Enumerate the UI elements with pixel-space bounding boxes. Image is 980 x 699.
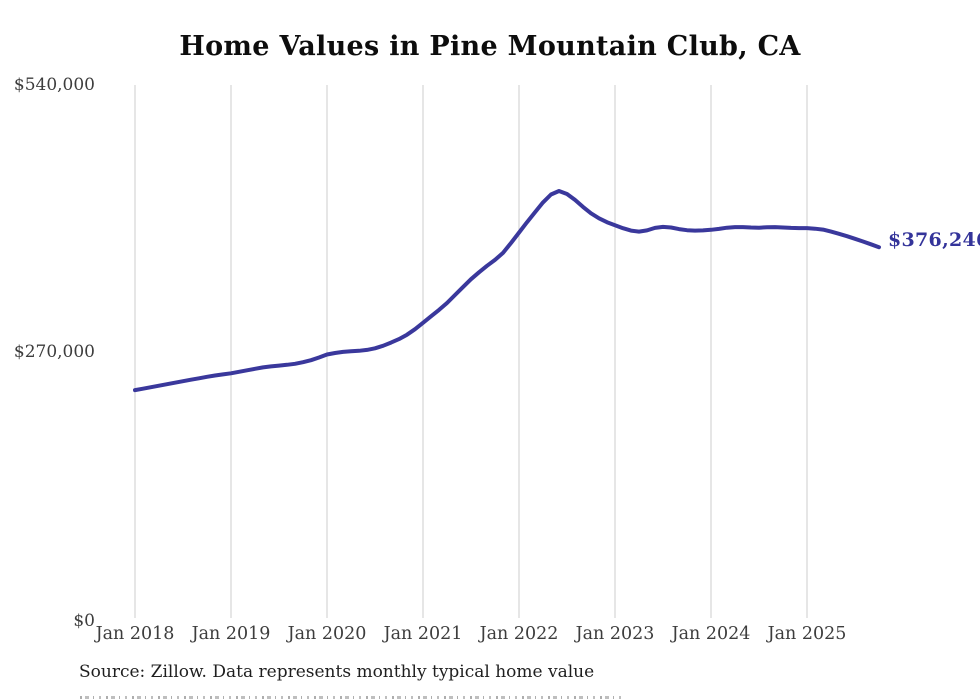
y-axis-tick-540000: $540,000: [13, 75, 95, 95]
chart-title: Home Values in Pine Mountain Club, CA: [179, 31, 801, 62]
x-axis-tick-label: Jan 2022: [479, 624, 559, 644]
x-axis-tick-label: Jan 2024: [671, 624, 751, 644]
x-axis-tick-label: Jan 2021: [383, 624, 463, 644]
latest-value-label: $376,246: [888, 229, 980, 251]
x-axis-tick-label: Jan 2018: [95, 624, 175, 644]
x-axis-tick-label: Jan 2025: [767, 624, 847, 644]
y-axis-tick-270000: $270,000: [13, 342, 95, 362]
y-axis-tick-0: $0: [73, 611, 95, 631]
cropped-text-top-sliver: [80, 696, 626, 699]
x-axis-tick-label: Jan 2019: [191, 624, 271, 644]
x-axis-tick-label: Jan 2023: [575, 624, 655, 644]
home-value-line: [133, 189, 881, 393]
source-credit: Source: Zillow. Data represents monthly …: [79, 662, 595, 682]
x-axis-tick-label: Jan 2020: [287, 624, 367, 644]
